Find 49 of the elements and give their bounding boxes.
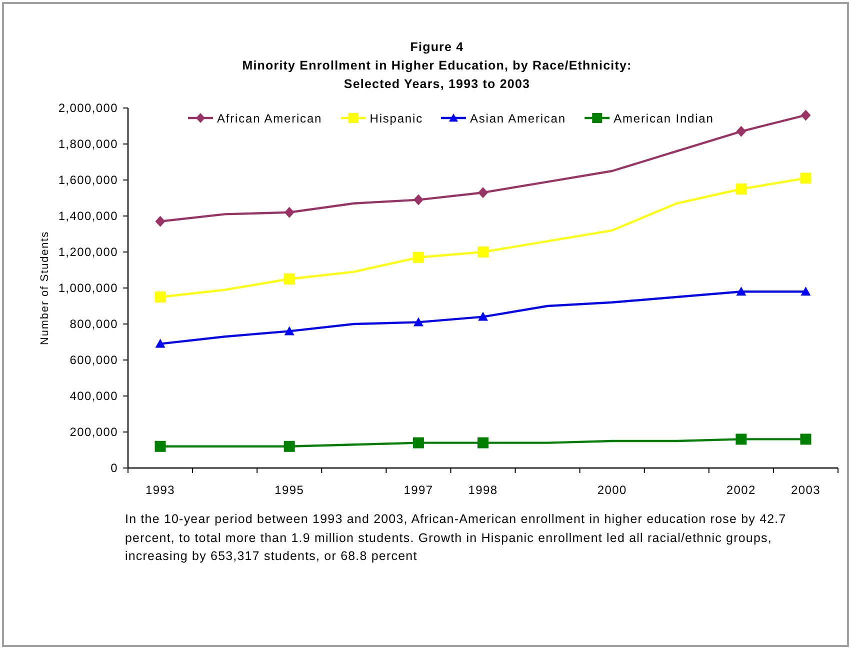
legend-label: Hispanic xyxy=(370,112,423,126)
legend-label: Asian American xyxy=(470,112,566,126)
point xyxy=(736,126,746,137)
x-tick-label: 1995 xyxy=(274,483,304,497)
x-tick-label: 1997 xyxy=(404,483,434,497)
point xyxy=(800,434,812,445)
y-tick-label: 800,000 xyxy=(70,317,118,331)
x-tick-label: 2003 xyxy=(790,483,820,497)
point xyxy=(412,252,424,263)
point xyxy=(284,440,295,452)
point xyxy=(155,216,166,227)
y-axis-title: Number of Students xyxy=(39,230,51,346)
point xyxy=(284,326,294,336)
y-tick-label: 1,400,000 xyxy=(58,209,118,223)
y-tick-label: 1,800,000 xyxy=(58,137,118,151)
point xyxy=(154,440,166,452)
point xyxy=(800,286,811,296)
point xyxy=(736,434,747,445)
point xyxy=(413,317,424,326)
point xyxy=(478,312,488,321)
y-tick-label: 400,000 xyxy=(70,389,118,403)
y-tick-label: 200,000 xyxy=(70,425,118,439)
point xyxy=(800,110,811,121)
legend-label: American Indian xyxy=(614,112,714,126)
point xyxy=(736,184,747,194)
y-tick-label: 2,000,000 xyxy=(58,101,118,115)
point xyxy=(284,206,294,218)
legend-label: African American xyxy=(217,112,322,126)
point xyxy=(478,437,488,448)
point xyxy=(736,286,746,296)
point xyxy=(413,194,424,206)
point xyxy=(478,246,488,258)
y-tick-label: 1,600,000 xyxy=(58,173,118,187)
y-tick-label: 0 xyxy=(110,461,118,475)
y-tick-label: 1,000,000 xyxy=(58,281,118,295)
x-tick-label: 2002 xyxy=(726,483,756,497)
point xyxy=(478,187,488,198)
point xyxy=(800,172,812,184)
y-tick-label: 600,000 xyxy=(70,353,118,367)
point xyxy=(284,274,295,284)
x-tick-label: 1998 xyxy=(468,483,498,497)
point xyxy=(154,292,166,302)
x-tick-label: 1993 xyxy=(146,483,176,497)
point xyxy=(155,338,166,348)
x-tick-label: 2000 xyxy=(597,483,627,497)
text: In the 10-year period between 1993 and 2003, African-American enrollment in higher education rose by 42.7 percent, to total more than 1.9 million students. Growth in Hispanic enrollment led all racial/ethnic groups, increasing by 653,317 students, or 68.8 percent xyxy=(125,511,788,565)
point xyxy=(412,437,424,448)
chart-title: Figure 4 Minority Enrollment in Higher Education, by Race/Ethnicity: Selected Years, 1993 to 2003 xyxy=(242,40,632,91)
y-tick-label: 1,200,000 xyxy=(58,245,118,259)
